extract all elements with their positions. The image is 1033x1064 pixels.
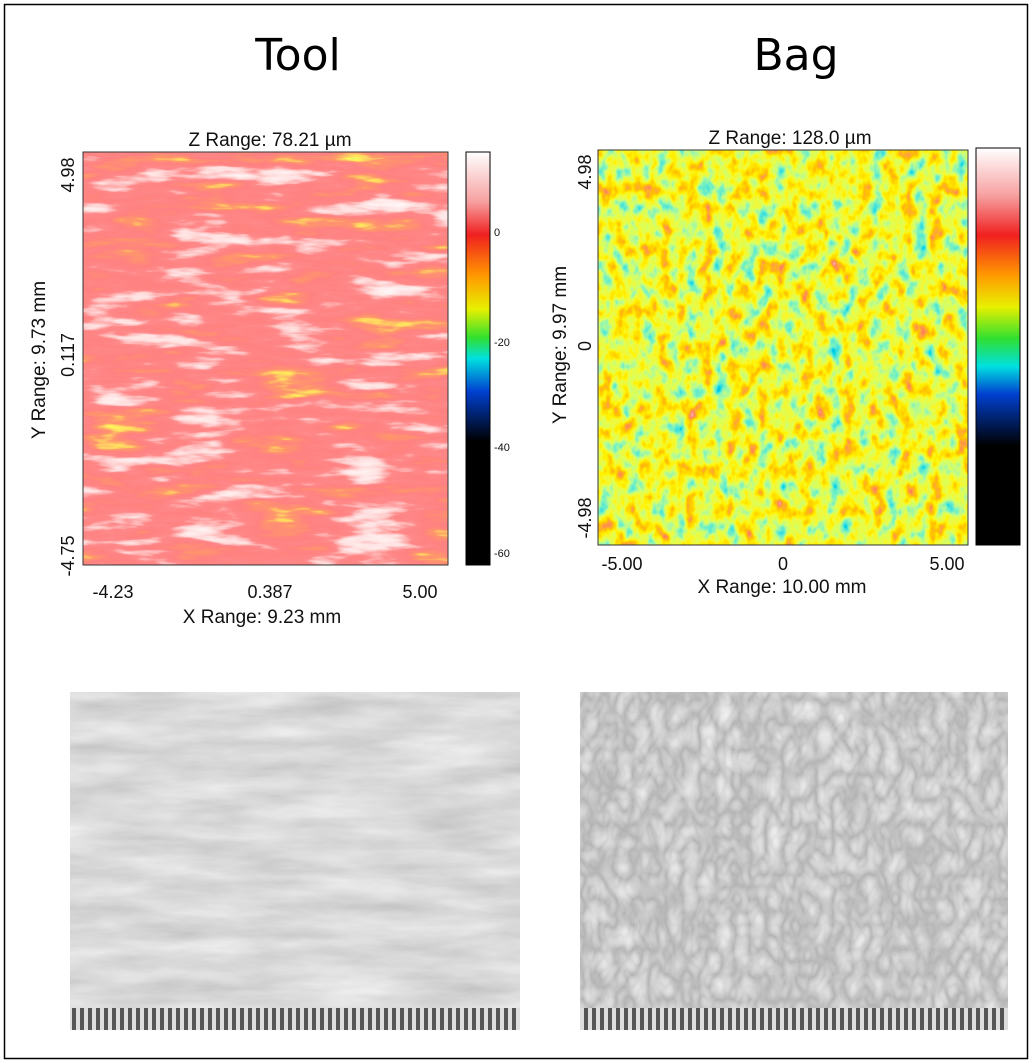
x-range: X Range: 10.00 mm	[698, 577, 867, 598]
x-tick-label: 5.00	[402, 582, 437, 602]
y-tick-label: 4.98	[575, 154, 595, 189]
figure: Tool Z Range: 78.21 µm Y Range: 9.73 mm …	[0, 0, 1033, 1064]
colorbar-tick: -60	[494, 548, 510, 560]
y-tick-label: -4.98	[575, 497, 595, 538]
height-map	[83, 152, 448, 565]
y-tick-label: 0.117	[58, 333, 78, 377]
micrograph	[580, 692, 1008, 1010]
y-tick-label: 0	[575, 341, 595, 351]
y-tick-label: -4.75	[58, 535, 78, 576]
y-range: Y Range: 9.73 mm	[29, 281, 50, 439]
x-range: X Range: 9.23 mm	[183, 607, 341, 628]
height-map	[598, 150, 968, 545]
scale-ruler	[70, 1008, 520, 1030]
x-tick-label: 0.387	[247, 582, 292, 602]
z-range: Z Range: 78.21 µm	[188, 130, 351, 151]
x-tick-label: 0	[778, 554, 788, 574]
colorbar-tick: -40	[494, 442, 510, 454]
colorbar-tick: -20	[494, 337, 510, 349]
colorbar-tick: 0	[494, 227, 500, 239]
colorbar	[466, 152, 490, 565]
panel-title: Tool	[254, 30, 340, 81]
colorbar	[976, 148, 1020, 545]
x-tick-label: 5.00	[929, 554, 964, 574]
scale-ruler	[580, 1008, 1008, 1030]
z-range: Z Range: 128.0 µm	[708, 128, 871, 149]
x-tick-label: -5.00	[601, 554, 642, 574]
x-tick-label: -4.23	[92, 582, 133, 602]
micrograph	[70, 692, 520, 1010]
y-tick-label: 4.98	[58, 157, 78, 192]
y-range: Y Range: 9.97 mm	[550, 266, 571, 424]
panel-title: Bag	[753, 30, 838, 81]
